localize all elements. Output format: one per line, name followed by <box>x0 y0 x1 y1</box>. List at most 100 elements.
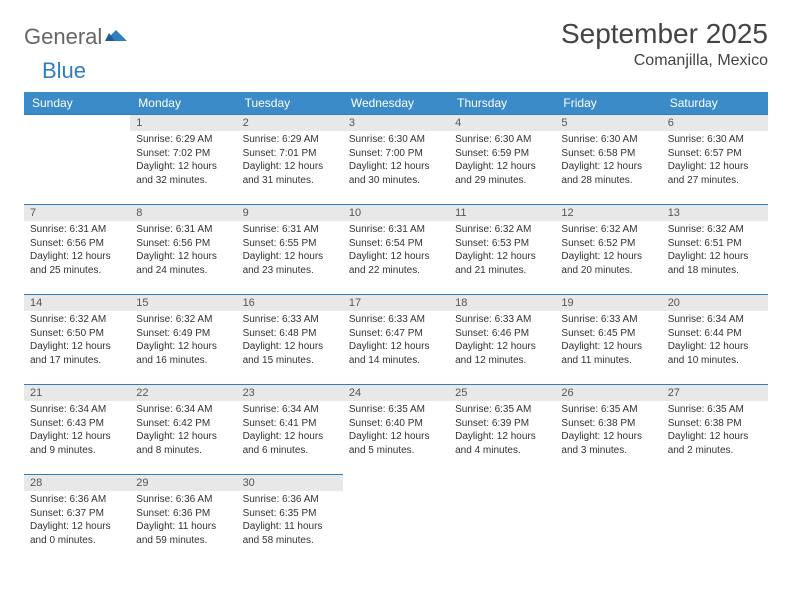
daylight-text: Daylight: 12 hours and 23 minutes. <box>243 250 337 277</box>
day-details: Sunrise: 6:29 AMSunset: 7:01 PMDaylight:… <box>237 131 343 191</box>
sunrise-text: Sunrise: 6:32 AM <box>30 313 124 327</box>
calendar-cell: 30Sunrise: 6:36 AMSunset: 6:35 PMDayligh… <box>237 474 343 564</box>
sunset-text: Sunset: 6:41 PM <box>243 417 337 431</box>
day-number: 5 <box>555 114 661 131</box>
day-number-empty <box>24 114 130 131</box>
daylight-text: Daylight: 12 hours and 30 minutes. <box>349 160 443 187</box>
calendar-cell: 15 Sunrise: 6:32 AMSunset: 6:49 PMDayligh… <box>130 294 236 384</box>
sunrise-text: Sunrise: 6:34 AM <box>136 403 230 417</box>
sunset-text: Sunset: 7:00 PM <box>349 147 443 161</box>
daylight-text: Daylight: 12 hours and 5 minutes. <box>349 430 443 457</box>
weekday-header: Saturday <box>662 92 768 114</box>
calendar-cell: 10Sunrise: 6:31 AMSunset: 6:54 PMDayligh… <box>343 204 449 294</box>
day-number: 2 <box>237 114 343 131</box>
day-number: 13 <box>662 204 768 221</box>
day-number: 23 <box>237 384 343 401</box>
calendar-cell: 9Sunrise: 6:31 AMSunset: 6:55 PMDaylight… <box>237 204 343 294</box>
day-number: 17 <box>343 294 449 311</box>
day-details: Sunrise: 6:29 AMSunset: 7:02 PMDaylight:… <box>130 131 236 191</box>
day-details: Sunrise: 6:36 AMSunset: 6:37 PMDaylight:… <box>24 491 130 551</box>
sunset-text: Sunset: 6:45 PM <box>561 327 655 341</box>
day-number: 30 <box>237 474 343 491</box>
sunset-text: Sunset: 6:58 PM <box>561 147 655 161</box>
day-details: Sunrise: 6:35 AMSunset: 6:39 PMDaylight:… <box>449 401 555 461</box>
calendar-cell-empty <box>449 474 555 564</box>
calendar-row: 21Sunrise: 6:34 AMSunset: 6:43 PMDayligh… <box>24 384 768 474</box>
day-number: 12 <box>555 204 661 221</box>
calendar-row: 14Sunrise: 6:32 AMSunset: 6:50 PMDayligh… <box>24 294 768 384</box>
calendar-cell: 2Sunrise: 6:29 AMSunset: 7:01 PMDaylight… <box>237 114 343 204</box>
calendar-row: 28Sunrise: 6:36 AMSunset: 6:37 PMDayligh… <box>24 474 768 564</box>
daylight-text: Daylight: 12 hours and 15 minutes. <box>243 340 337 367</box>
calendar-cell: 26Sunrise: 6:35 AMSunset: 6:38 PMDayligh… <box>555 384 661 474</box>
sunrise-text: Sunrise: 6:35 AM <box>349 403 443 417</box>
brand-part2: Blue <box>42 58 86 84</box>
day-details: Sunrise: 6:34 AMSunset: 6:42 PMDaylight:… <box>130 401 236 461</box>
weekday-header: Wednesday <box>343 92 449 114</box>
sunrise-text: Sunrise: 6:34 AM <box>243 403 337 417</box>
day-details: Sunrise: 6:34 AMSunset: 6:41 PMDaylight:… <box>237 401 343 461</box>
sunrise-text: Sunrise: 6:32 AM <box>668 223 762 237</box>
calendar-cell: 4Sunrise: 6:30 AMSunset: 6:59 PMDaylight… <box>449 114 555 204</box>
calendar-cell: 16Sunrise: 6:33 AMSunset: 6:48 PMDayligh… <box>237 294 343 384</box>
daylight-text: Daylight: 12 hours and 31 minutes. <box>243 160 337 187</box>
sunset-text: Sunset: 6:52 PM <box>561 237 655 251</box>
location: Comanjilla, Mexico <box>561 52 768 70</box>
day-details: Sunrise: 6:31 AMSunset: 6:56 PMDaylight:… <box>130 221 236 281</box>
daylight-text: Daylight: 12 hours and 18 minutes. <box>668 250 762 277</box>
day-number: 6 <box>662 114 768 131</box>
sunset-text: Sunset: 6:57 PM <box>668 147 762 161</box>
daylight-text: Daylight: 12 hours and 0 minutes. <box>30 520 124 547</box>
sunset-text: Sunset: 6:47 PM <box>349 327 443 341</box>
sunrise-text: Sunrise: 6:32 AM <box>136 313 230 327</box>
brand-logo: General <box>24 18 127 50</box>
sunset-text: Sunset: 6:46 PM <box>455 327 549 341</box>
daylight-text: Daylight: 12 hours and 11 minutes. <box>561 340 655 367</box>
sunset-text: Sunset: 6:50 PM <box>30 327 124 341</box>
sunset-text: Sunset: 7:02 PM <box>136 147 230 161</box>
daylight-text: Daylight: 12 hours and 17 minutes. <box>30 340 124 367</box>
calendar-cell: 7Sunrise: 6:31 AMSunset: 6:56 PMDaylight… <box>24 204 130 294</box>
sunset-text: Sunset: 6:38 PM <box>561 417 655 431</box>
weekday-header: Monday <box>130 92 236 114</box>
daylight-text: Daylight: 12 hours and 3 minutes. <box>561 430 655 457</box>
sunrise-text: Sunrise: 6:30 AM <box>561 133 655 147</box>
day-number: 1 <box>130 114 236 131</box>
day-details: Sunrise: 6:30 AMSunset: 6:59 PMDaylight:… <box>449 131 555 191</box>
sunrise-text: Sunrise: 6:35 AM <box>668 403 762 417</box>
day-number: 15 <box>130 294 236 311</box>
daylight-text: Daylight: 12 hours and 4 minutes. <box>455 430 549 457</box>
daylight-text: Daylight: 12 hours and 16 minutes. <box>136 340 230 367</box>
sunset-text: Sunset: 6:51 PM <box>668 237 762 251</box>
day-details: Sunrise: 6:32 AMSunset: 6:53 PMDaylight:… <box>449 221 555 281</box>
calendar-table: SundayMondayTuesdayWednesdayThursdayFrid… <box>24 92 768 564</box>
sunset-text: Sunset: 6:44 PM <box>668 327 762 341</box>
calendar-cell-empty <box>343 474 449 564</box>
sunrise-text: Sunrise: 6:36 AM <box>243 493 337 507</box>
day-number: 27 <box>662 384 768 401</box>
month-title: September 2025 <box>561 18 768 50</box>
day-details: Sunrise: 6:32 AMSunset: 6:52 PMDaylight:… <box>555 221 661 281</box>
calendar-cell: 21Sunrise: 6:34 AMSunset: 6:43 PMDayligh… <box>24 384 130 474</box>
daylight-text: Daylight: 12 hours and 28 minutes. <box>561 160 655 187</box>
daylight-text: Daylight: 12 hours and 2 minutes. <box>668 430 762 457</box>
sunrise-text: Sunrise: 6:29 AM <box>136 133 230 147</box>
brand-part1: General <box>24 24 102 50</box>
day-number: 7 <box>24 204 130 221</box>
daylight-text: Daylight: 12 hours and 21 minutes. <box>455 250 549 277</box>
day-number: 9 <box>237 204 343 221</box>
daylight-text: Daylight: 12 hours and 8 minutes. <box>136 430 230 457</box>
day-number: 8 <box>130 204 236 221</box>
sunrise-text: Sunrise: 6:32 AM <box>455 223 549 237</box>
calendar-cell: 11Sunrise: 6:32 AMSunset: 6:53 PMDayligh… <box>449 204 555 294</box>
calendar-cell: 6Sunrise: 6:30 AMSunset: 6:57 PMDaylight… <box>662 114 768 204</box>
flag-icon <box>105 27 127 45</box>
calendar-cell: 29Sunrise: 6:36 AMSunset: 6:36 PMDayligh… <box>130 474 236 564</box>
sunrise-text: Sunrise: 6:33 AM <box>243 313 337 327</box>
day-details: Sunrise: 6:30 AMSunset: 6:58 PMDaylight:… <box>555 131 661 191</box>
daylight-text: Daylight: 12 hours and 6 minutes. <box>243 430 337 457</box>
calendar-cell: 28Sunrise: 6:36 AMSunset: 6:37 PMDayligh… <box>24 474 130 564</box>
sunrise-text: Sunrise: 6:34 AM <box>668 313 762 327</box>
sunset-text: Sunset: 6:49 PM <box>136 327 230 341</box>
daylight-text: Daylight: 12 hours and 10 minutes. <box>668 340 762 367</box>
